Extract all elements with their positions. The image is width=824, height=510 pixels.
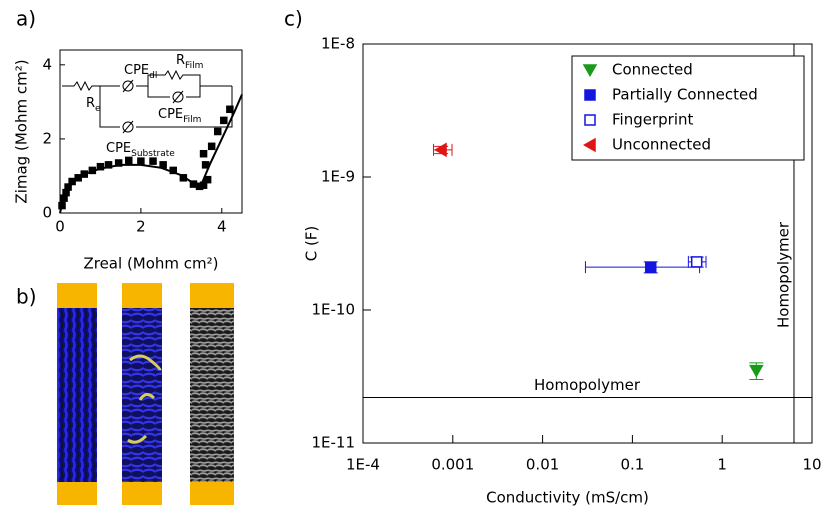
x-tick-label: 1 (717, 456, 727, 474)
legend-marker (582, 137, 596, 153)
marker (690, 256, 703, 268)
panel-label: c) (284, 7, 303, 31)
legend-marker (584, 114, 596, 126)
marker (220, 116, 228, 125)
y-axis-label: Zimag (Mohm cm²) (13, 59, 31, 203)
panel-label: b) (16, 285, 37, 309)
marker (125, 156, 133, 165)
legend-marker (582, 64, 598, 78)
legend-marker (584, 89, 596, 101)
x-tick-label: 1E-4 (346, 456, 380, 474)
plot-frame (362, 43, 813, 444)
y-tick-label: 2 (42, 129, 52, 147)
reference-label: Homopolymer (774, 221, 792, 328)
x-tick-label: 0.1 (620, 456, 644, 474)
x-tick-label: 2 (136, 218, 146, 236)
y-tick-label: 0 (42, 204, 52, 222)
label-main: CPE (158, 107, 183, 122)
legend-box (571, 55, 805, 161)
x-tick-label: 0 (55, 218, 65, 236)
micrograph-images (57, 283, 234, 505)
marker (644, 261, 657, 273)
error-bar (584, 261, 701, 274)
marker (199, 149, 208, 158)
label-main: CPE (124, 63, 149, 78)
panel-label: a) (16, 7, 36, 31)
fit-line (59, 94, 243, 214)
marker (434, 142, 447, 158)
circuit-label: Re (86, 96, 101, 114)
x-tick-label: 10 (802, 456, 821, 474)
marker (199, 181, 208, 189)
label-sub: Film (183, 115, 201, 125)
marker (226, 105, 234, 114)
y-tick-label: 1E-9 (321, 168, 355, 186)
marker (149, 157, 157, 165)
reference-label: Homopolymer (534, 376, 641, 394)
x-axis-label: Zreal (Mohm cm²) (83, 255, 218, 273)
legend-label: Unconnected (612, 136, 711, 154)
legend-label: Connected (612, 61, 693, 79)
x-tick-label: 4 (217, 218, 227, 236)
y-tick-label: 1E-11 (311, 434, 355, 452)
label-sub: e (95, 104, 101, 114)
y-tick-label: 1E-8 (321, 35, 355, 53)
marker (213, 127, 222, 136)
circuit-label: CPEdl (124, 63, 157, 81)
marker (203, 175, 212, 184)
circuit-label: CPEFilm (158, 107, 201, 125)
x-tick-label: 0.01 (526, 456, 559, 474)
marker (137, 157, 145, 165)
legend-label: Fingerprint (612, 111, 693, 129)
y-tick-label: 4 (42, 55, 52, 73)
circuit-diagram (62, 69, 233, 134)
legend-label: Partially Connected (612, 86, 758, 104)
circuit-label: CPESubstrate (106, 141, 175, 159)
y-tick-label: 1E-10 (311, 301, 355, 319)
marker (749, 364, 764, 378)
circuit-label: RFilm (176, 53, 203, 71)
label-sub: dl (149, 71, 157, 81)
label-sub: Substrate (131, 149, 175, 159)
y-axis-label: C (F) (303, 226, 321, 262)
x-tick-label: 0.001 (431, 456, 474, 474)
marker (207, 142, 216, 151)
marker (96, 162, 105, 171)
label-sub: Film (185, 61, 203, 71)
plot-frame (59, 49, 243, 214)
label-main: R (176, 53, 185, 68)
label-main: CPE (106, 141, 131, 156)
label-main: R (86, 96, 95, 111)
x-axis-label: Conductivity (mS/cm) (486, 489, 649, 507)
